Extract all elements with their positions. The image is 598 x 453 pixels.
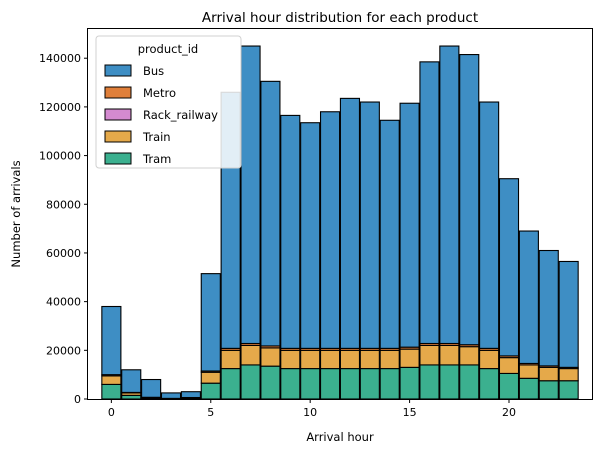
bar-bus-hour-17 bbox=[439, 45, 460, 345]
legend: product_id Bus Metro Rack_railway Train Tram bbox=[95, 35, 242, 169]
x-axis-label: Arrival hour bbox=[306, 430, 374, 444]
y-tick-label-40000: 40000 bbox=[46, 296, 81, 309]
bar-bus-hour-19 bbox=[479, 101, 500, 349]
bar-tram-hour-14 bbox=[379, 368, 400, 400]
bar-train-hour-14 bbox=[379, 349, 400, 370]
y-tick-label-120000: 120000 bbox=[39, 101, 81, 114]
bar-tram-hour-6 bbox=[220, 368, 241, 400]
bar-tram-hour-23 bbox=[558, 380, 579, 400]
bar-train-hour-5 bbox=[200, 371, 221, 384]
bar-bus-hour-2 bbox=[141, 378, 162, 398]
bar-train-hour-17 bbox=[439, 344, 460, 366]
bar-tram-hour-16 bbox=[419, 364, 440, 400]
legend-swatch-metro bbox=[104, 86, 132, 99]
y-axis-label: Number of arrivals bbox=[9, 160, 23, 267]
bar-bus-hour-8 bbox=[260, 80, 281, 347]
bar-tram-hour-18 bbox=[459, 364, 480, 400]
legend-swatch-bus bbox=[104, 64, 132, 77]
bar-bus-hour-23 bbox=[558, 260, 579, 368]
bar-tram-hour-21 bbox=[518, 377, 539, 400]
legend-swatch-rack-railway bbox=[104, 108, 132, 121]
bar-train-hour-21 bbox=[518, 364, 539, 379]
bar-bus-hour-7 bbox=[240, 45, 261, 345]
legend-box bbox=[95, 35, 242, 169]
bar-tram-hour-1 bbox=[121, 394, 142, 400]
legend-title: product_id bbox=[138, 42, 198, 56]
bar-train-hour-20 bbox=[498, 357, 520, 374]
bar-bus-hour-3 bbox=[160, 392, 182, 399]
bar-train-hour-9 bbox=[280, 349, 301, 370]
bar-bus-hour-21 bbox=[518, 230, 539, 365]
bar-tram-hour-12 bbox=[339, 368, 361, 400]
x-tick-label-0: 0 bbox=[108, 406, 115, 419]
bar-tram-hour-22 bbox=[538, 380, 559, 400]
bar-tram-hour-19 bbox=[479, 368, 500, 400]
bar-train-hour-0 bbox=[101, 375, 122, 385]
bar-tram-hour-7 bbox=[240, 364, 261, 400]
x-tick-label-15: 15 bbox=[403, 406, 417, 419]
bar-train-hour-16 bbox=[419, 344, 440, 366]
y-tick-label-20000: 20000 bbox=[46, 344, 81, 357]
bar-tram-hour-11 bbox=[319, 368, 341, 400]
bar-bus-hour-1 bbox=[121, 369, 142, 393]
bar-bus-hour-22 bbox=[538, 249, 559, 367]
bar-bus-hour-5 bbox=[200, 273, 221, 372]
bar-tram-hour-10 bbox=[300, 368, 321, 400]
plot-frame bbox=[87, 28, 593, 400]
y-tick-label-140000: 140000 bbox=[39, 52, 81, 65]
bar-tram-hour-8 bbox=[260, 365, 281, 400]
y-tick-label-60000: 60000 bbox=[46, 247, 81, 260]
bar-bus-hour-9 bbox=[280, 114, 301, 349]
legend-swatch-tram bbox=[104, 152, 132, 165]
bar-train-hour-8 bbox=[260, 347, 281, 367]
bar-train-hour-19 bbox=[479, 349, 500, 370]
bar-tram-hour-13 bbox=[359, 368, 380, 400]
bar-bus-hour-18 bbox=[459, 54, 480, 346]
bar-bus-hour-16 bbox=[419, 61, 440, 345]
bar-bus-hour-0 bbox=[101, 305, 122, 376]
y-tick-label-100000: 100000 bbox=[39, 150, 81, 163]
y-tick-label-80000: 80000 bbox=[46, 198, 81, 211]
bar-tram-hour-15 bbox=[399, 366, 420, 400]
ticks-group: 0 5 10 15 20 0 20000 40000 60000 80000 100000 12000… bbox=[39, 52, 516, 419]
y-tick-label-0: 0 bbox=[74, 393, 81, 406]
legend-swatch-train bbox=[104, 130, 132, 143]
x-tick-label-10: 10 bbox=[303, 406, 317, 419]
legend-label-bus: Bus bbox=[143, 64, 164, 78]
legend-label-train: Train bbox=[142, 130, 171, 144]
bar-train-hour-23 bbox=[558, 368, 579, 382]
bar-bus-hour-12 bbox=[339, 97, 361, 349]
bar-tram-hour-5 bbox=[200, 382, 221, 400]
bar-train-hour-6 bbox=[220, 349, 241, 370]
bar-tram-hour-0 bbox=[101, 383, 122, 400]
bar-train-hour-12 bbox=[339, 349, 361, 370]
bar-bus-hour-15 bbox=[399, 102, 420, 348]
x-tick-label-20: 20 bbox=[502, 406, 516, 419]
bar-bus-hour-20 bbox=[498, 178, 520, 357]
bar-train-hour-11 bbox=[319, 349, 341, 370]
x-tick-label-5: 5 bbox=[207, 406, 214, 419]
bar-train-hour-13 bbox=[359, 349, 380, 370]
bar-train-hour-7 bbox=[240, 344, 261, 366]
bar-bus-hour-14 bbox=[379, 119, 400, 349]
legend-label-metro: Metro bbox=[143, 86, 176, 100]
legend-label-rack-railway: Rack_railway bbox=[143, 108, 218, 122]
legend-label-tram: Tram bbox=[142, 152, 171, 166]
bar-tram-hour-9 bbox=[280, 368, 301, 400]
bar-bus-hour-4 bbox=[180, 391, 201, 399]
bar-tram-hour-17 bbox=[439, 364, 460, 400]
bar-bus-hour-10 bbox=[300, 122, 321, 349]
bar-train-hour-15 bbox=[399, 348, 420, 368]
legend-items: Bus Metro Rack_railway Train Tram bbox=[104, 64, 218, 166]
chart-title: Arrival hour distribution for each produ… bbox=[202, 10, 478, 26]
bar-tram-hour-20 bbox=[498, 372, 520, 400]
bar-bus-hour-11 bbox=[319, 111, 341, 349]
bar-train-hour-22 bbox=[538, 366, 559, 382]
bars-group bbox=[101, 45, 579, 400]
bar-bus-hour-13 bbox=[359, 101, 380, 349]
bar-train-hour-10 bbox=[300, 349, 321, 370]
bar-train-hour-18 bbox=[459, 346, 480, 366]
